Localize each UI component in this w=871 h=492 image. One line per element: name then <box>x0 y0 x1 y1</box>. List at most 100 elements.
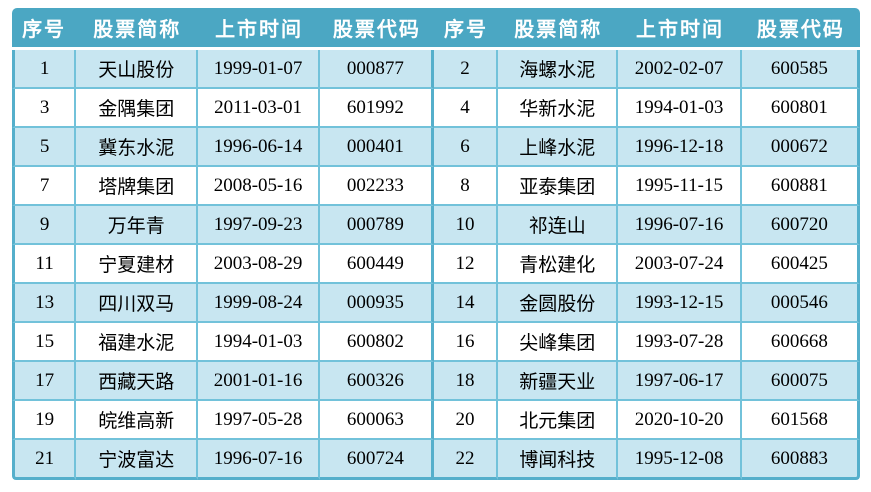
cell-stock-code: 000672 <box>741 128 860 167</box>
cell-stock-code: 600720 <box>741 206 860 245</box>
cell-listing-date: 1996-07-16 <box>198 440 320 480</box>
cell-stock-name: 青松建化 <box>498 245 619 284</box>
cell-stock-code: 600326 <box>319 362 434 401</box>
cell-listing-date: 2008-05-16 <box>198 167 320 206</box>
col-header-name: 股票简称 <box>76 8 199 50</box>
col-header-date: 上市时间 <box>198 8 320 50</box>
table-row: 7 塔牌集团 2008-05-16 002233 8 亚泰集团 1995-11-15 6008… <box>12 167 860 206</box>
cell-stock-name: 海螺水泥 <box>498 50 619 89</box>
cell-listing-date: 2002-02-07 <box>618 50 742 89</box>
cell-seq: 17 <box>12 362 77 401</box>
table-row: 1 天山股份 1999-01-07 000877 2 海螺水泥 2002-02-07 6005… <box>12 50 860 89</box>
cell-stock-name: 金圆股份 <box>498 284 619 323</box>
cell-listing-date: 1999-08-24 <box>198 284 320 323</box>
cell-seq: 18 <box>433 362 499 401</box>
cell-stock-name: 天山股份 <box>76 50 199 89</box>
cell-seq: 6 <box>433 128 499 167</box>
col-header-date: 上市时间 <box>618 8 742 50</box>
cell-stock-code: 002233 <box>319 167 434 206</box>
cell-listing-date: 2001-01-16 <box>198 362 320 401</box>
cell-seq: 22 <box>433 440 499 480</box>
cell-stock-name: 北元集团 <box>498 401 619 440</box>
cell-stock-name: 新疆天业 <box>498 362 619 401</box>
cell-stock-code: 000401 <box>319 128 434 167</box>
table-body: 1 天山股份 1999-01-07 000877 2 海螺水泥 2002-02-07 6005… <box>12 50 860 480</box>
cell-seq: 16 <box>433 323 499 362</box>
cell-stock-name: 宁波富达 <box>76 440 199 480</box>
cell-stock-code: 600881 <box>741 167 860 206</box>
table-row: 5 冀东水泥 1996-06-14 000401 6 上峰水泥 1996-12-18 0006… <box>12 128 860 167</box>
cell-stock-name: 西藏天路 <box>76 362 199 401</box>
cell-listing-date: 1996-12-18 <box>618 128 742 167</box>
table-row: 15 福建水泥 1994-01-03 600802 16 尖峰集团 1993-07-28 60… <box>12 323 860 362</box>
cell-listing-date: 1996-07-16 <box>618 206 742 245</box>
cell-stock-code: 601992 <box>319 89 434 128</box>
cell-seq: 2 <box>433 50 499 89</box>
cell-listing-date: 1997-06-17 <box>618 362 742 401</box>
cell-seq: 19 <box>12 401 77 440</box>
cell-stock-name: 冀东水泥 <box>76 128 199 167</box>
cell-stock-code: 601568 <box>741 401 860 440</box>
table-row: 13 四川双马 1999-08-24 000935 14 金圆股份 1993-12-15 00… <box>12 284 860 323</box>
cell-stock-code: 600585 <box>741 50 860 89</box>
cell-seq: 15 <box>12 323 77 362</box>
table-row: 3 金隅集团 2011-03-01 601992 4 华新水泥 1994-01-03 6008… <box>12 89 860 128</box>
cell-stock-name: 亚泰集团 <box>498 167 619 206</box>
cell-stock-code: 000789 <box>319 206 434 245</box>
cell-stock-code: 600449 <box>319 245 434 284</box>
cell-listing-date: 1993-07-28 <box>618 323 742 362</box>
cell-stock-code: 600883 <box>741 440 860 480</box>
table-row: 11 宁夏建材 2003-08-29 600449 12 青松建化 2003-07-24 60… <box>12 245 860 284</box>
cell-listing-date: 2003-07-24 <box>618 245 742 284</box>
cell-listing-date: 2003-08-29 <box>198 245 320 284</box>
cell-stock-code: 600425 <box>741 245 860 284</box>
stock-table: 序号 股票简称 上市时间 股票代码 序号 股票简称 上市时间 股票代码 1 天山股份 1999-0… <box>12 8 860 480</box>
cell-listing-date: 1994-01-03 <box>618 89 742 128</box>
cell-seq: 8 <box>433 167 499 206</box>
cell-stock-code: 000546 <box>741 284 860 323</box>
cell-seq: 3 <box>12 89 77 128</box>
cell-stock-code: 600075 <box>741 362 860 401</box>
cell-seq: 1 <box>12 50 77 89</box>
header-row: 序号 股票简称 上市时间 股票代码 序号 股票简称 上市时间 股票代码 <box>12 8 860 50</box>
cell-seq: 10 <box>433 206 499 245</box>
cell-seq: 5 <box>12 128 77 167</box>
cell-stock-name: 华新水泥 <box>498 89 619 128</box>
cell-stock-name: 金隅集团 <box>76 89 199 128</box>
table-row: 19 皖维高新 1997-05-28 600063 20 北元集团 2020-10-20 60… <box>12 401 860 440</box>
cell-listing-date: 1995-11-15 <box>618 167 742 206</box>
col-header-code: 股票代码 <box>741 8 860 50</box>
cell-stock-code: 600802 <box>319 323 434 362</box>
cell-stock-code: 600063 <box>319 401 434 440</box>
cell-listing-date: 1995-12-08 <box>618 440 742 480</box>
cell-stock-name: 福建水泥 <box>76 323 199 362</box>
cell-stock-name: 上峰水泥 <box>498 128 619 167</box>
cell-listing-date: 1999-01-07 <box>198 50 320 89</box>
cell-seq: 13 <box>12 284 77 323</box>
cell-seq: 21 <box>12 440 77 480</box>
cell-listing-date: 1993-12-15 <box>618 284 742 323</box>
cell-stock-code: 600668 <box>741 323 860 362</box>
col-header-seq: 序号 <box>433 8 499 50</box>
col-header-name: 股票简称 <box>498 8 619 50</box>
cell-stock-code: 000877 <box>319 50 434 89</box>
cell-seq: 20 <box>433 401 499 440</box>
cell-stock-name: 祁连山 <box>498 206 619 245</box>
cell-listing-date: 1996-06-14 <box>198 128 320 167</box>
cell-listing-date: 1997-05-28 <box>198 401 320 440</box>
cell-stock-name: 宁夏建材 <box>76 245 199 284</box>
cell-stock-name: 博闻科技 <box>498 440 619 480</box>
col-header-code: 股票代码 <box>319 8 434 50</box>
cell-seq: 9 <box>12 206 77 245</box>
table-row: 21 宁波富达 1996-07-16 600724 22 博闻科技 1995-12-08 60… <box>12 440 860 480</box>
cell-seq: 7 <box>12 167 77 206</box>
cell-stock-code: 600801 <box>741 89 860 128</box>
cell-stock-code: 600724 <box>319 440 434 480</box>
cell-seq: 4 <box>433 89 499 128</box>
cell-stock-name: 万年青 <box>76 206 199 245</box>
cell-seq: 14 <box>433 284 499 323</box>
table-row: 17 西藏天路 2001-01-16 600326 18 新疆天业 1997-06-17 60… <box>12 362 860 401</box>
cell-stock-name: 皖维高新 <box>76 401 199 440</box>
cell-seq: 12 <box>433 245 499 284</box>
